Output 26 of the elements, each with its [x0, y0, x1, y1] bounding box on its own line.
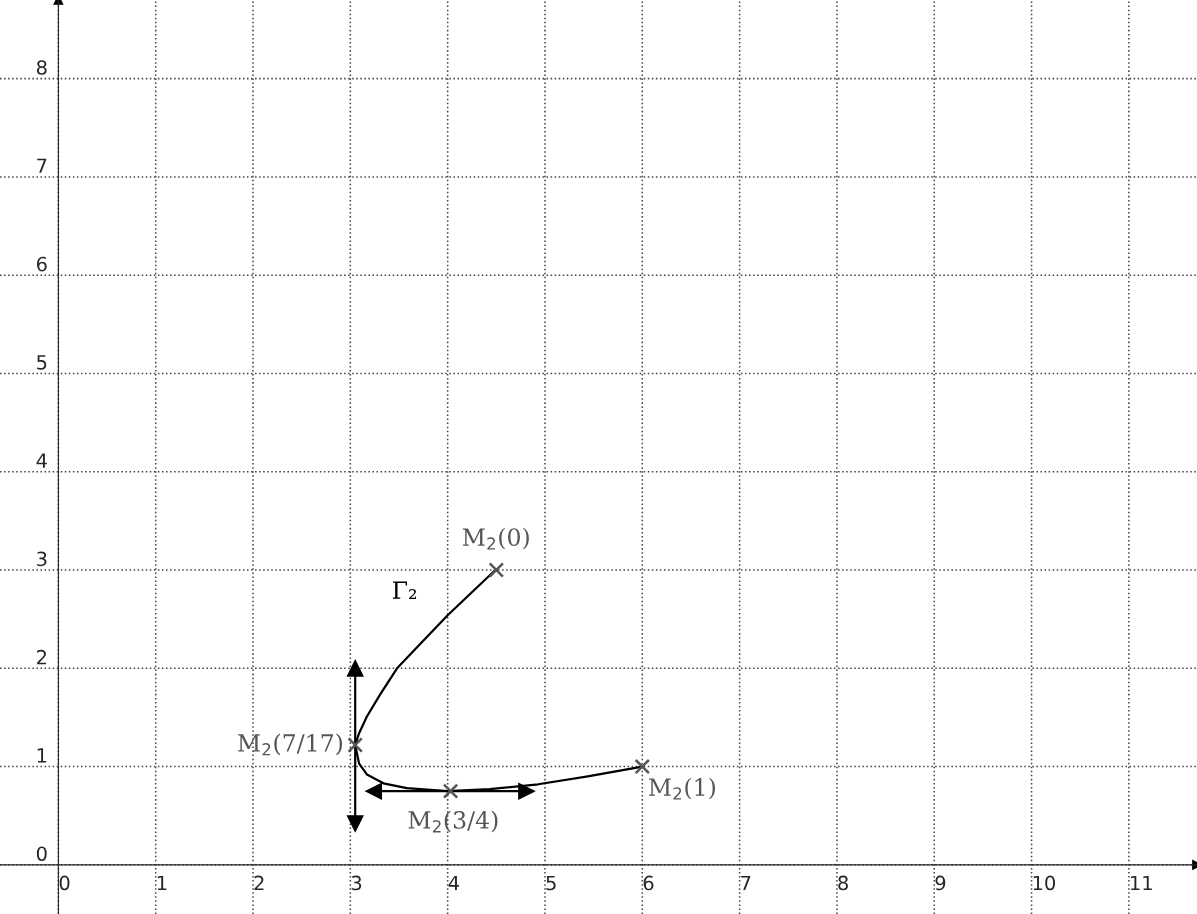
x-tick-label: 7 — [741, 875, 751, 891]
x-tick-label: 0 — [59, 875, 70, 891]
y-tick-label: 0 — [36, 846, 47, 862]
x-tick-label: 6 — [643, 875, 654, 891]
y-tick-label: 6 — [36, 256, 47, 272]
x-tick-label: 1 — [157, 875, 167, 891]
annotation: Γ₂ — [392, 581, 417, 599]
y-tick-label: 1 — [37, 748, 47, 763]
y-tick-label: 8 — [36, 60, 47, 75]
annotation: M$_{2}$(1) — [649, 777, 715, 800]
x-tick-label: 3 — [351, 875, 362, 891]
x-tick-label: 2 — [254, 875, 264, 891]
annotation: M$_{2}$(0) — [462, 527, 529, 550]
x-tick-label: 10 — [1033, 875, 1056, 891]
y-tick-label: 4 — [36, 453, 47, 468]
x-tick-label: 5 — [546, 875, 556, 891]
x-tick-label: 8 — [838, 875, 848, 891]
annotation: M$_{2}$(3/4) — [408, 810, 498, 833]
annotation: M$_{2}$(7/17) — [238, 733, 343, 756]
x-tick-label: 4 — [448, 875, 459, 891]
y-tick-label: 2 — [37, 649, 47, 665]
y-tick-label: 7 — [37, 158, 47, 173]
x-tick-label: 11 — [1131, 875, 1152, 891]
y-tick-label: 3 — [37, 551, 47, 567]
x-tick-label: 9 — [935, 875, 946, 891]
y-tick-label: 5 — [37, 355, 47, 370]
